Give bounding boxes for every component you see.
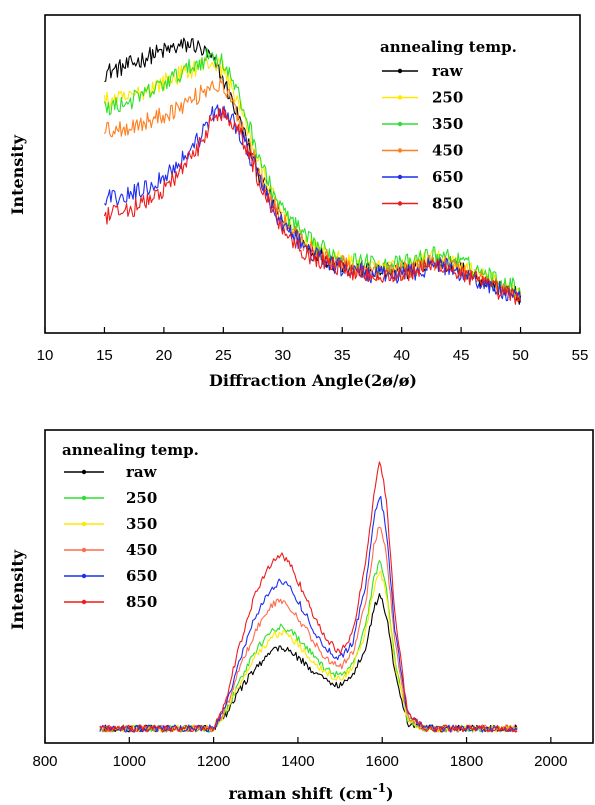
x-tick-label: 50 [512,347,529,364]
series-line-raw [99,593,518,733]
legend-marker-450 [397,148,403,153]
x-tick-label: 30 [274,347,291,364]
legend-title: annealing temp. [62,441,199,459]
x-tick-label: 40 [393,347,410,364]
series-line-850 [103,106,522,305]
x-tick-label: 1400 [281,753,314,770]
legend-marker-350 [81,521,87,527]
legend-title: annealing temp. [380,38,517,56]
legend-label-650: 650 [432,168,463,186]
legend-marker-650 [81,573,87,579]
legend-label-450: 450 [126,541,157,559]
legend-label-raw: raw [126,463,158,481]
legend-label-250: 250 [432,89,463,107]
series-line-650 [103,104,522,303]
chart-1: 10 15 20 25 30 35 40 45 50 55 annealing temp. raw 25… [8,14,589,390]
legend-label-350: 350 [126,515,157,533]
legend-label-850: 850 [432,195,463,213]
legend-marker-raw [81,469,87,475]
plot-frame [44,14,581,334]
legend-marker-raw [397,68,403,74]
legend-label-850: 850 [126,593,157,611]
x-tick-label: 35 [334,347,351,364]
x-tick-label: 2000 [534,753,567,770]
x-tick-label: 20 [156,347,173,364]
legend-marker-850 [397,201,403,206]
legend-marker-650 [397,174,403,180]
x-axis-title: Diffraction Angle(2ø/ø) [209,371,417,390]
legend-label-raw: raw [432,62,464,80]
x-tick-label: 1600 [366,753,399,770]
x-tick-label: 1200 [197,753,230,770]
legend-label-350: 350 [432,115,463,133]
x-tick-label: 15 [96,347,113,364]
x-tick-label: 45 [453,347,470,364]
plot-frame [44,429,594,744]
legend-marker-350 [397,121,403,127]
y-axis-title: Intensity [8,134,27,215]
x-tick-label: 55 [572,347,589,364]
chart-2: 800 1000 1200 1400 1600 1800 2000 annealing tem… [8,429,594,803]
legend-label-450: 450 [432,142,463,160]
series-line-650 [99,495,518,733]
legend-marker-250 [81,495,87,501]
x-tick-label: 1800 [450,753,483,770]
legend-label-250: 250 [126,489,157,507]
series-line-450 [103,77,522,299]
legend-marker-250 [397,95,403,100]
legend-marker-850 [81,599,87,605]
legend-marker-450 [81,547,87,553]
series-line-850 [99,461,518,733]
series-line-250 [99,560,518,733]
x-tick-label: 25 [215,347,232,364]
series-line-450 [99,526,518,733]
x-tick-label: 1000 [113,753,146,770]
legend-label-650: 650 [126,567,157,585]
x-tick-label: 800 [32,753,57,770]
y-axis-title: Intensity [8,549,27,630]
x-tick-label: 10 [37,347,54,364]
x-axis-title: raman shift (cm-1) [228,781,393,803]
